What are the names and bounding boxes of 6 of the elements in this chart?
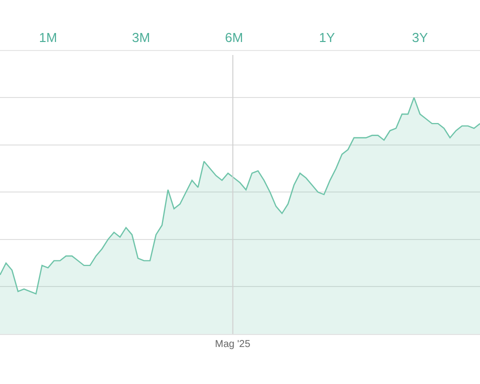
text: 6M (224, 30, 244, 45)
text: 3Y (412, 30, 428, 45)
text: 1Y (319, 30, 335, 45)
text: 3M (132, 30, 150, 45)
x-axis-title: Mag '25 (215, 339, 251, 350)
text: 1M (38, 30, 58, 45)
